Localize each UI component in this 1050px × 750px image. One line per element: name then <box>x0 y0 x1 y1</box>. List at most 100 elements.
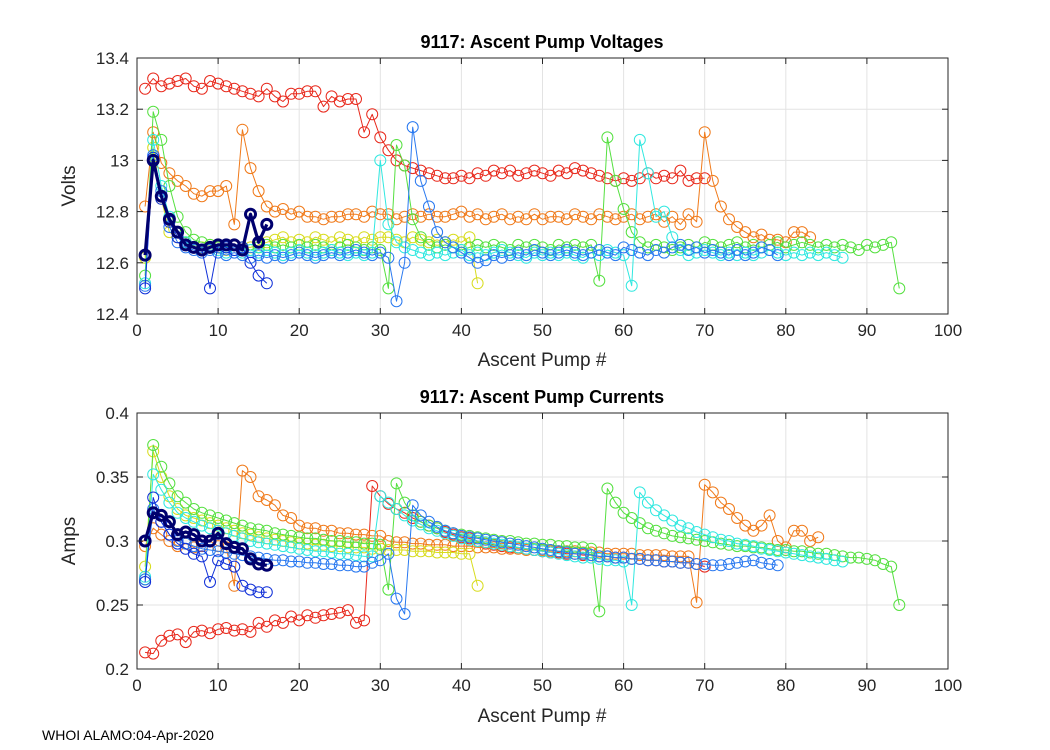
current-data-point <box>771 535 784 547</box>
current-data-point <box>593 605 606 618</box>
voltage-data-point <box>366 233 379 246</box>
voltage-x-tick-label: 50 <box>533 321 552 340</box>
voltage-data-point <box>601 172 614 185</box>
current-data-point <box>212 512 225 524</box>
voltage-data-point <box>755 241 768 254</box>
voltage-data-point <box>714 200 727 213</box>
voltage-data-point <box>398 210 411 223</box>
voltage-data-point <box>171 225 185 239</box>
current-data-point <box>366 480 379 492</box>
voltage-data-point <box>382 218 395 231</box>
voltage-series-line <box>144 78 705 182</box>
current-data-point <box>228 560 241 573</box>
voltage-y-tick-label: 12.8 <box>96 203 129 222</box>
current-data-point <box>860 552 873 565</box>
voltage-data-point <box>787 238 800 251</box>
voltage-data-point <box>633 133 646 146</box>
current-data-point <box>544 546 557 559</box>
voltage-data-point <box>333 246 346 259</box>
voltage-data-point <box>244 87 257 100</box>
current-data-point <box>154 508 168 522</box>
voltage-data-point <box>163 167 176 180</box>
voltage-data-point <box>317 213 330 226</box>
current-data-point <box>431 538 444 551</box>
voltage-data-point <box>260 277 273 290</box>
current-data-point <box>374 490 387 503</box>
current-series-line <box>144 497 267 593</box>
current-data-point <box>763 509 776 522</box>
voltage-data-point <box>536 213 549 226</box>
voltage-series-line <box>144 129 811 243</box>
voltage-data-point <box>244 207 257 221</box>
current-data-point <box>179 509 192 522</box>
voltage-data-point <box>309 85 322 98</box>
voltage-data-point <box>471 167 484 180</box>
current-data-point <box>633 552 646 565</box>
voltage-data-point <box>414 231 427 244</box>
voltage-data-point <box>593 208 606 221</box>
current-data-point <box>163 496 176 509</box>
current-data-point <box>227 540 241 554</box>
voltage-data-point <box>585 246 598 259</box>
voltage-data-point <box>204 75 216 87</box>
voltage-data-point <box>390 295 403 308</box>
voltage-data-point <box>674 241 687 254</box>
voltage-data-point <box>358 126 371 139</box>
voltage-data-point <box>536 167 549 180</box>
voltage-data-point <box>544 210 557 223</box>
current-data-point <box>236 519 249 532</box>
voltage-data-point <box>358 231 371 244</box>
current-data-point <box>706 559 719 572</box>
current-data-point <box>625 599 638 611</box>
current-data-point <box>755 519 768 532</box>
voltage-data-point <box>374 154 387 167</box>
current-data-point <box>698 478 711 491</box>
voltage-data-point <box>252 90 265 103</box>
current-data-point <box>495 538 508 551</box>
current-data-point <box>212 623 225 636</box>
voltage-data-point <box>138 248 152 262</box>
current-data-point <box>155 483 168 496</box>
voltage-data-point <box>504 249 517 262</box>
voltage-data-point <box>706 174 719 187</box>
voltage-data-point <box>244 256 257 269</box>
voltage-data-point <box>495 251 508 264</box>
voltage-data-point <box>512 238 525 251</box>
voltage-data-point <box>260 217 274 231</box>
current-data-point <box>333 606 346 619</box>
current-data-point <box>609 496 622 509</box>
current-data-point <box>755 556 768 569</box>
current-data-point <box>204 627 216 640</box>
voltage-data-point <box>366 205 379 218</box>
voltage-data-point <box>796 249 808 262</box>
current-y-tick-label: 0.25 <box>96 596 129 615</box>
current-data-point <box>431 524 444 537</box>
voltage-data-point <box>406 121 419 134</box>
voltage-data-point <box>706 246 719 259</box>
current-data-point <box>877 558 890 570</box>
current-data-point <box>285 541 298 554</box>
current-data-point <box>625 552 638 565</box>
voltage-axes: 0 10 20 30 40 50 60 70 80 90 100 12.4 12.6 12.8 13 13.2… <box>59 32 962 371</box>
voltage-data-point <box>836 238 849 251</box>
voltage-data-point <box>366 108 379 121</box>
current-data-point <box>512 538 525 551</box>
current-x-tick-label: 10 <box>209 676 228 695</box>
current-data-point <box>244 625 257 638</box>
current-series <box>138 439 906 660</box>
voltage-data-point <box>804 238 817 251</box>
voltage-data-point <box>228 82 241 95</box>
voltage-y-tick-label: 12.4 <box>96 305 129 324</box>
current-data-point <box>463 547 476 560</box>
voltage-data-point <box>293 246 306 259</box>
voltage-data-point <box>585 167 598 180</box>
voltage-data-point <box>495 167 508 180</box>
voltage-series-profile-8-latest <box>138 153 274 262</box>
voltage-data-point <box>601 246 614 259</box>
voltage-data-point <box>568 246 581 259</box>
voltage-data-point <box>552 210 565 223</box>
voltage-data-point <box>698 126 711 139</box>
current-data-point <box>414 509 427 522</box>
current-data-point <box>787 524 800 537</box>
current-data-point <box>260 620 273 633</box>
